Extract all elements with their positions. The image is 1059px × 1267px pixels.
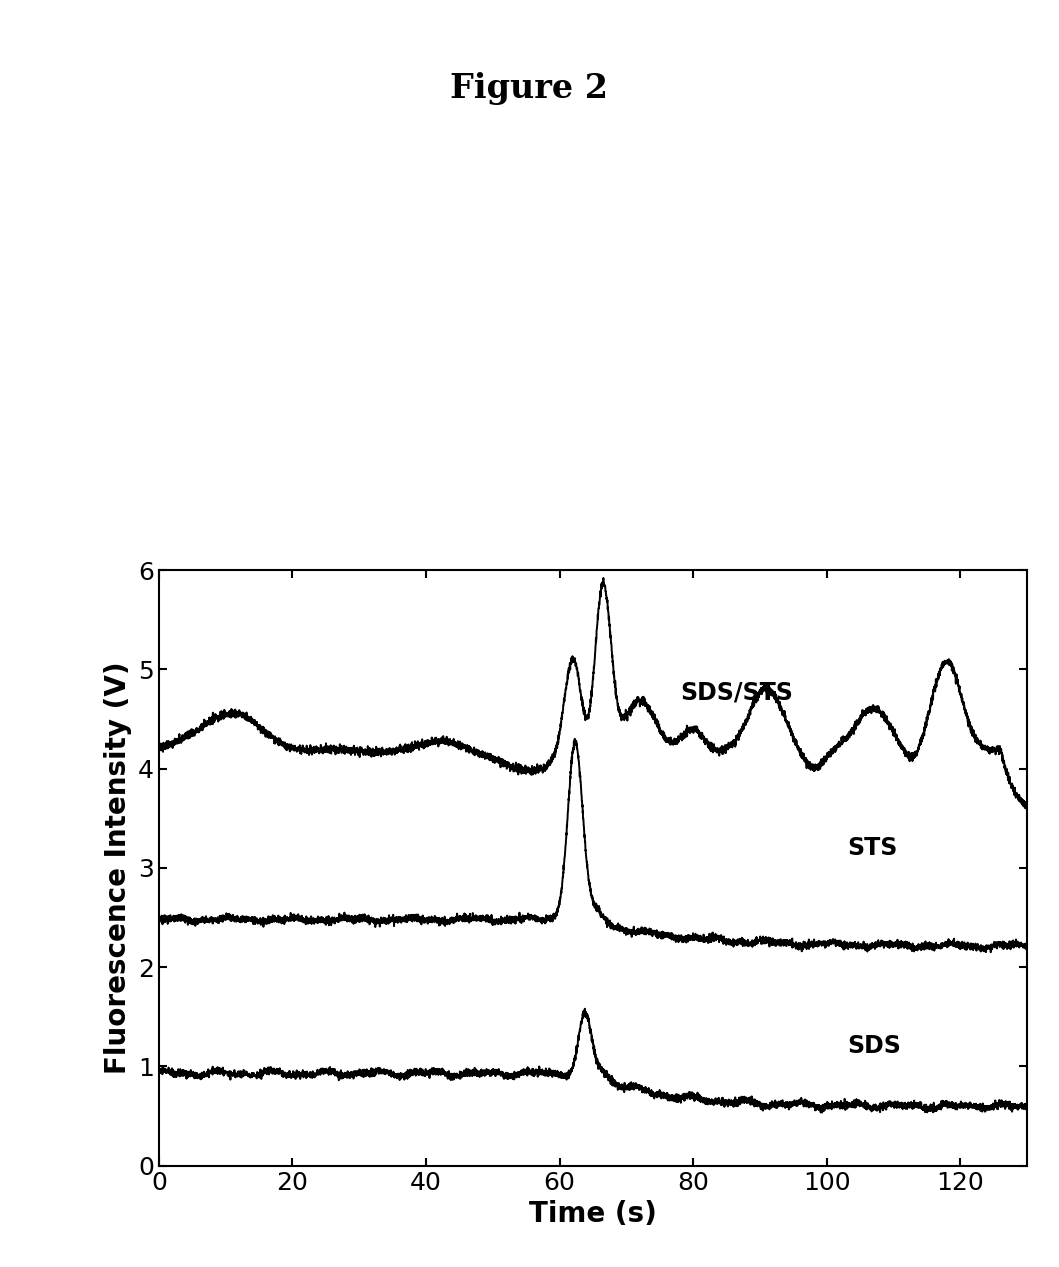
Text: STS: STS [847,836,897,860]
Text: SDS/STS: SDS/STS [680,680,793,704]
Text: Figure 2: Figure 2 [450,72,609,105]
Y-axis label: Fluorescence Intensity (V): Fluorescence Intensity (V) [105,661,132,1074]
Text: SDS: SDS [847,1034,901,1058]
X-axis label: Time (s): Time (s) [530,1200,657,1228]
